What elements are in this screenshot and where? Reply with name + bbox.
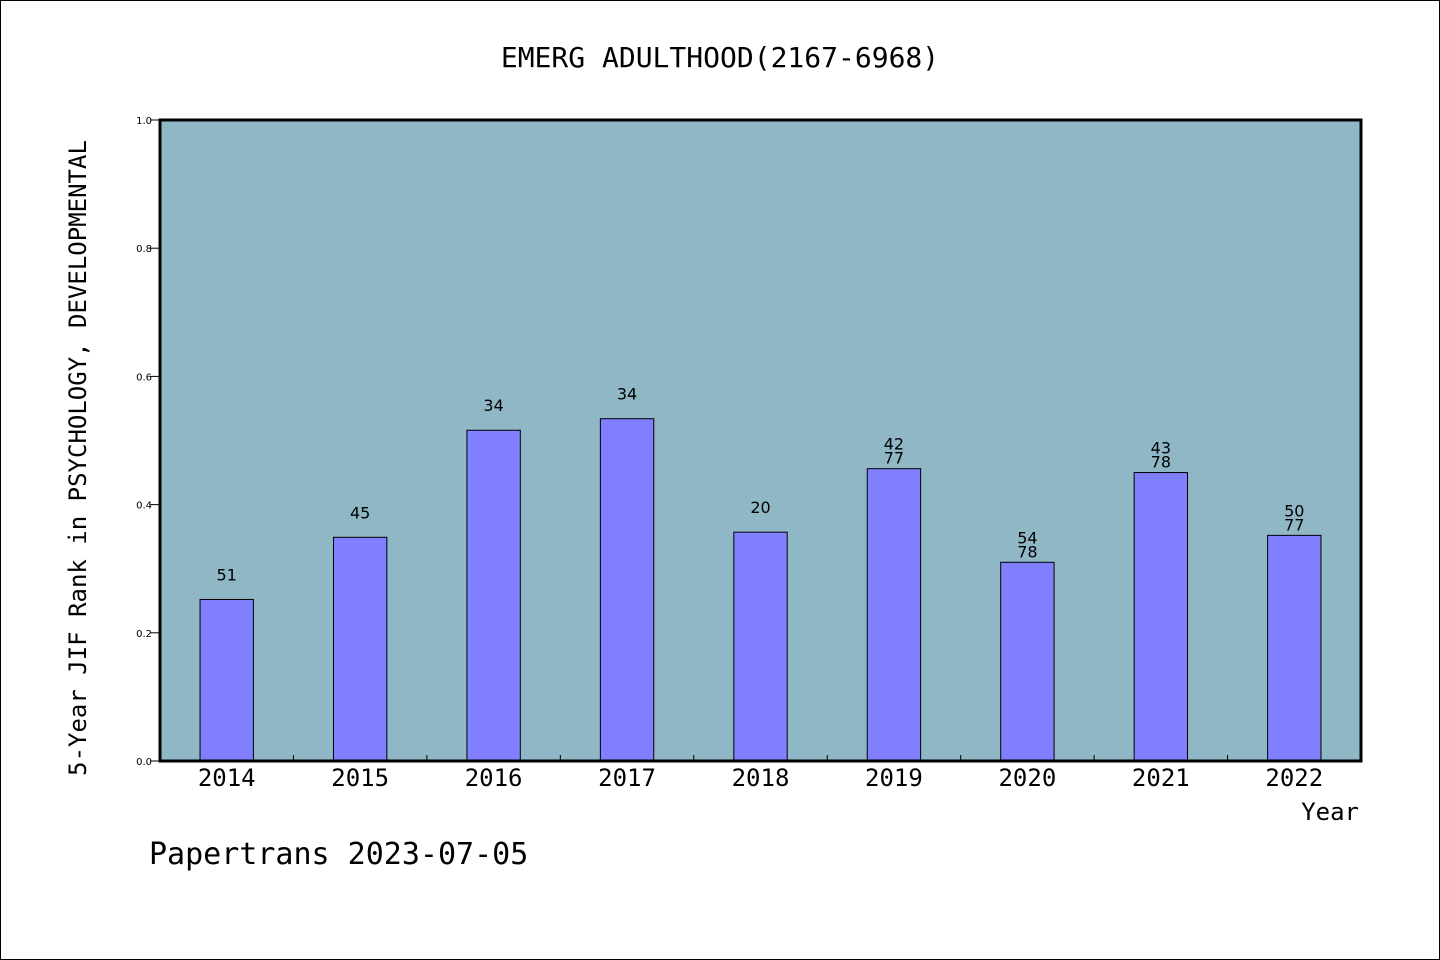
y-tick-label: 0.2 — [136, 629, 152, 640]
bar-2021 — [1133, 472, 1189, 762]
data-label: 42 — [884, 435, 904, 454]
y-tick-label: 0.4 — [136, 501, 152, 512]
x-tick-label: 2016 — [465, 764, 523, 792]
x-tick-label: 2021 — [1132, 764, 1190, 792]
data-label: 20 — [750, 498, 770, 517]
data-label: 78 — [1017, 542, 1037, 561]
data-label: 51 — [217, 565, 237, 584]
y-tick-label: 1.0 — [136, 116, 152, 127]
y-axis-label: 5-Year JIF Rank in PSYCHOLOGY, DEVELOPME… — [64, 140, 92, 776]
data-label: 77 — [884, 449, 904, 468]
x-axis: 2014 2015 2016 2017 2018 2019 2020 2021 2022 — [198, 755, 1323, 792]
bar-2018 — [733, 531, 788, 762]
y-tick-label: 0.0 — [136, 757, 152, 768]
data-label: 50 — [1284, 501, 1304, 520]
bar-2016 — [466, 429, 521, 762]
bar-2015 — [332, 536, 388, 762]
data-label: 78 — [1151, 453, 1171, 472]
bar-2014 — [199, 598, 254, 762]
data-label: 54 — [1017, 528, 1037, 547]
x-axis-label: Year — [1301, 798, 1359, 826]
x-tick-label: 2017 — [598, 764, 656, 792]
y-tick-label: 0.6 — [136, 372, 152, 383]
x-tick-label: 2022 — [1265, 764, 1323, 792]
bars-layer — [199, 418, 1322, 762]
x-tick-label: 2019 — [865, 764, 923, 792]
bar-2020 — [1000, 561, 1055, 762]
bar-2022 — [1267, 534, 1322, 762]
y-axis: 0.0 0.2 0.4 0.6 0.8 1.0 — [136, 116, 160, 768]
data-label: 43 — [1151, 439, 1171, 458]
x-tick-label: 2020 — [998, 764, 1056, 792]
data-label: 34 — [483, 396, 503, 415]
data-label: 77 — [1284, 515, 1304, 534]
chart-title: EMERG ADULTHOOD(2167-6968) — [501, 41, 939, 74]
data-label: 34 — [617, 385, 637, 404]
y-tick-label: 0.8 — [136, 244, 152, 255]
plot-border — [158, 118, 1363, 763]
x-tick-label: 2014 — [198, 764, 256, 792]
x-tick-label: 2018 — [732, 764, 790, 792]
footer-watermark: Papertrans 2023-07-05 — [149, 837, 528, 872]
data-label: 45 — [350, 503, 370, 522]
bar-2019 — [866, 468, 922, 762]
bar-2017 — [599, 418, 655, 762]
x-tick-label: 2015 — [331, 764, 389, 792]
